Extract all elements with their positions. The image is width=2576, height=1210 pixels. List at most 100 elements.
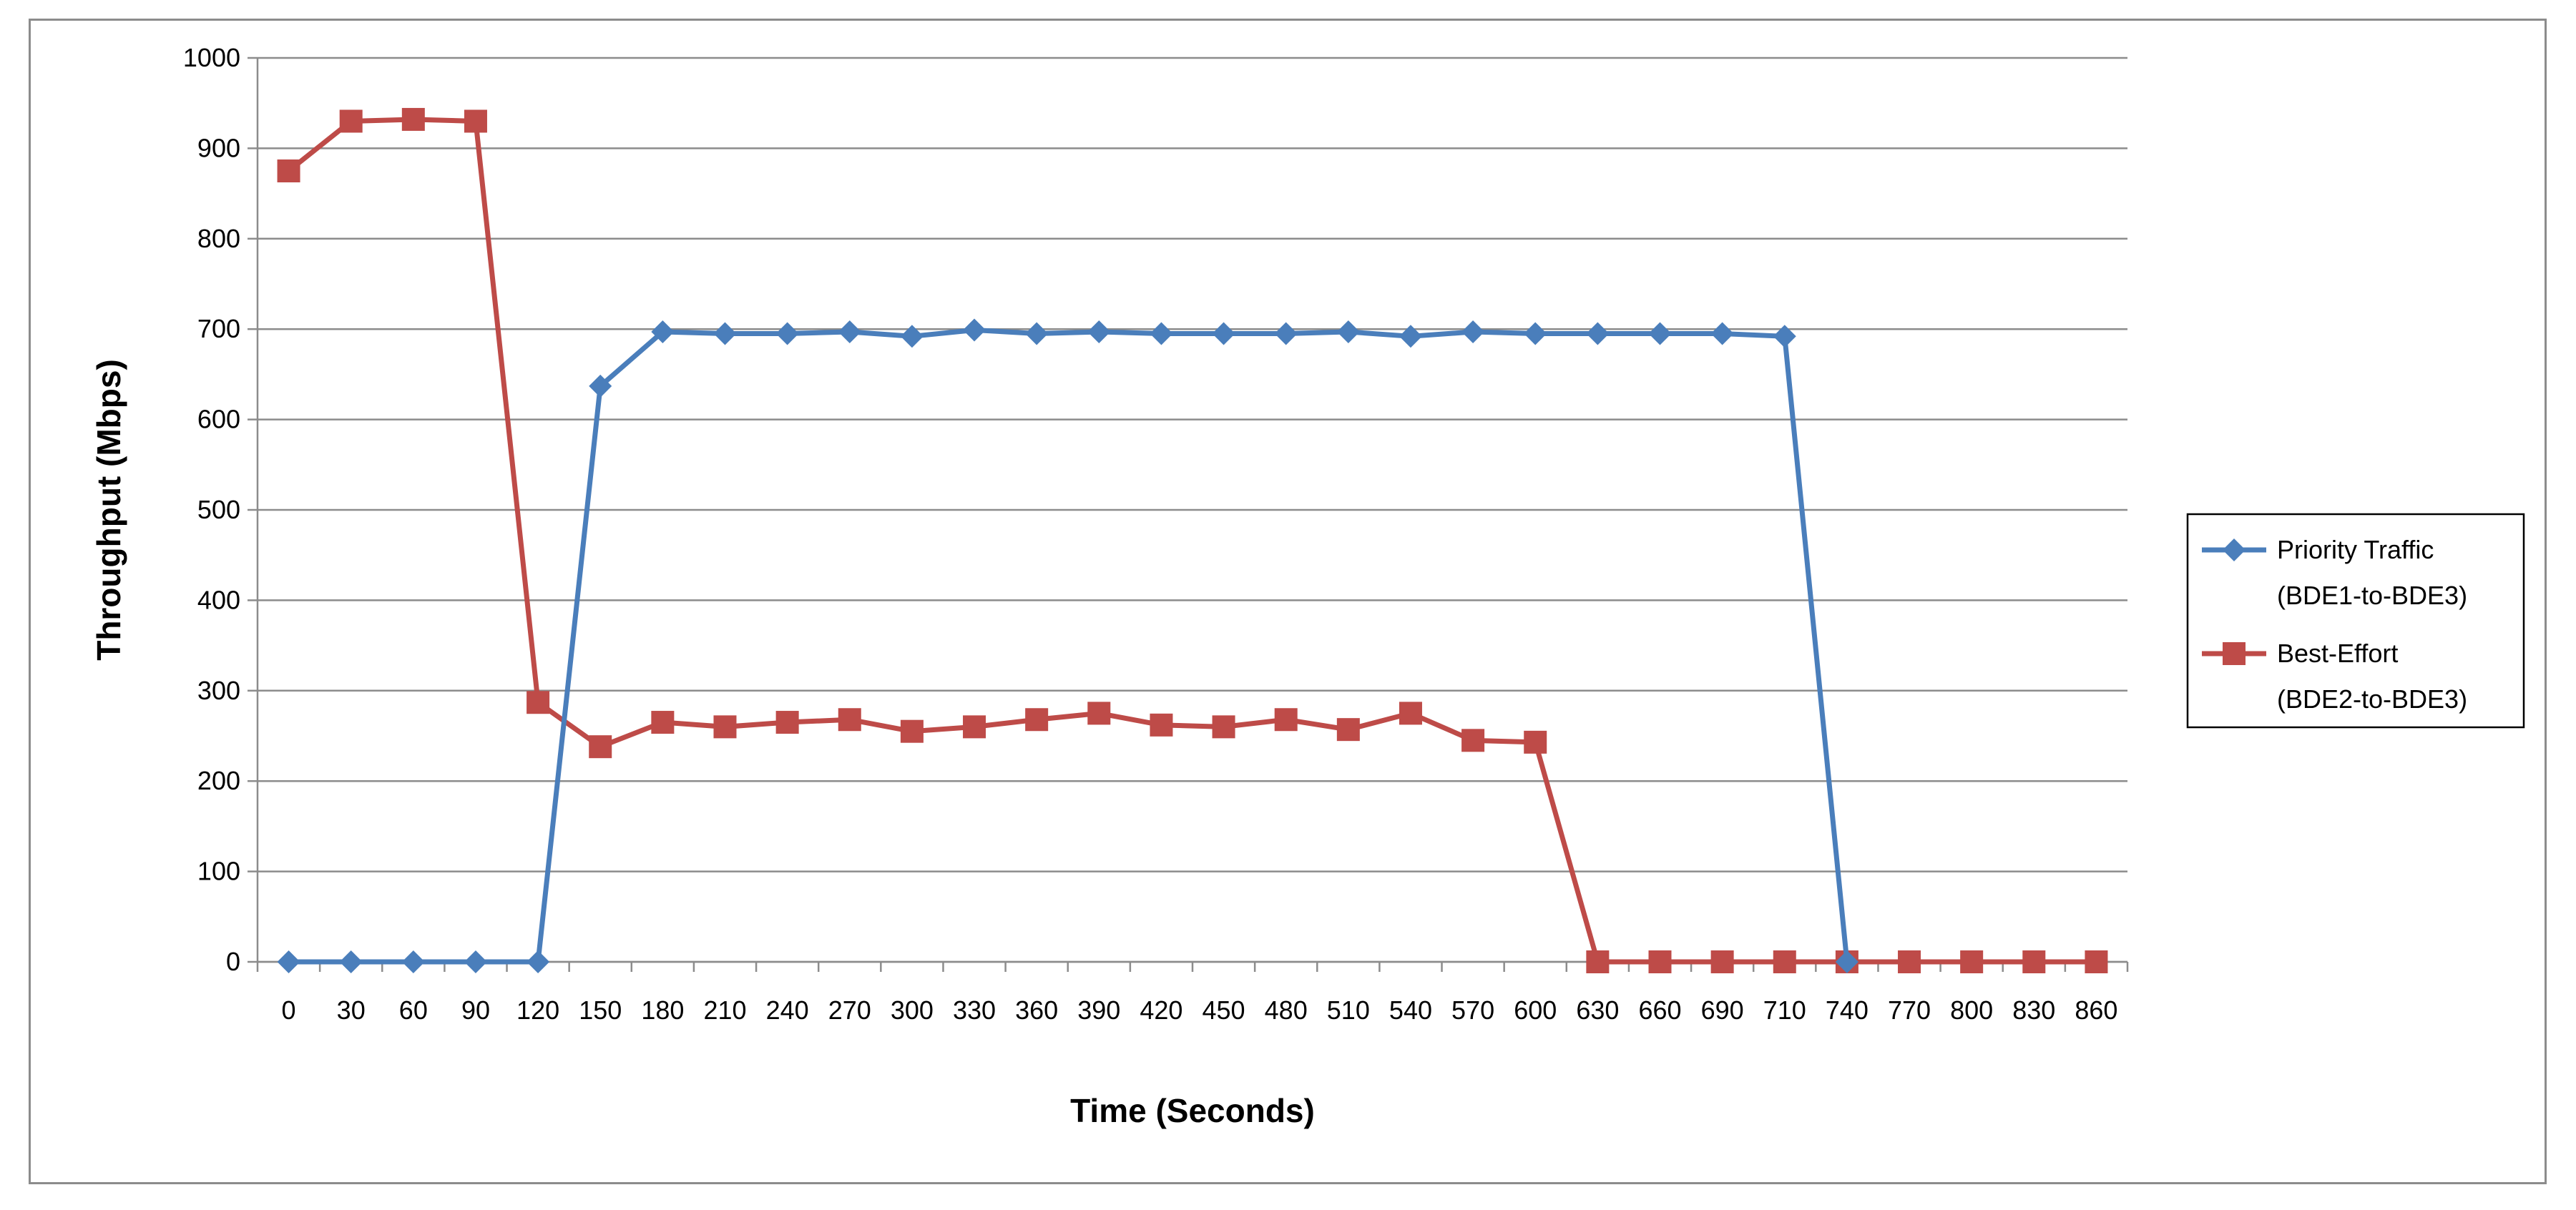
- data-point: [900, 325, 924, 348]
- data-point: [963, 715, 986, 739]
- legend: Priority Traffic (BDE1-to-BDE3) Best-Effor…: [2186, 513, 2525, 729]
- data-point: [775, 711, 799, 734]
- x-tick-label: 60: [399, 995, 428, 1025]
- data-point: [1586, 950, 1610, 973]
- data-point: [401, 950, 425, 973]
- x-tick-label: 690: [1701, 995, 1744, 1025]
- legend-label: Priority Traffic: [2277, 535, 2434, 564]
- x-tick-label: 800: [1950, 995, 1993, 1025]
- x-tick-label: 360: [1015, 995, 1058, 1025]
- y-ticks: 0 100 200 300 400 500 600 700 800 900 1000: [183, 43, 258, 976]
- y-tick-label: 100: [197, 857, 240, 886]
- x-axis-title: Time (Seconds): [1070, 1092, 1315, 1129]
- y-tick-label: 200: [197, 766, 240, 795]
- gridlines: [258, 56, 2127, 963]
- data-point: [838, 320, 861, 343]
- x-tick-label: 300: [891, 995, 934, 1025]
- data-point: [339, 109, 363, 133]
- data-point: [651, 711, 675, 734]
- y-tick-label: 400: [197, 585, 240, 614]
- x-tick-label: 120: [516, 995, 559, 1025]
- y-tick-label: 0: [226, 947, 240, 976]
- x-tick-label: 480: [1265, 995, 1308, 1025]
- x-tick-label: 540: [1389, 995, 1432, 1025]
- data-point: [339, 950, 363, 973]
- x-tick-label: 510: [1327, 995, 1370, 1025]
- y-tick-label: 600: [197, 405, 240, 434]
- x-tick-label: 770: [1888, 995, 1931, 1025]
- data-point: [1898, 950, 1921, 973]
- x-tick-label: 570: [1451, 995, 1494, 1025]
- series-line: [288, 327, 1850, 965]
- x-tick-label: 740: [1826, 995, 1869, 1025]
- data-point: [1212, 322, 1235, 345]
- x-tick-label: 660: [1638, 995, 1681, 1025]
- data-point: [1960, 950, 1984, 973]
- data-point: [963, 318, 986, 342]
- data-point: [527, 691, 550, 714]
- x-tick-label: 450: [1203, 995, 1245, 1025]
- data-point: [1087, 320, 1111, 343]
- data-point: [277, 159, 300, 182]
- data-point: [1773, 950, 1796, 973]
- data-point: [1336, 718, 1360, 742]
- x-tick-label: 600: [1514, 995, 1557, 1025]
- legend-swatch-marker: [2223, 538, 2246, 561]
- data-point: [1150, 713, 1173, 737]
- x-tick-label: 210: [703, 995, 746, 1025]
- data-point: [775, 322, 799, 345]
- y-axis-title: Throughput (Mbps): [90, 359, 127, 661]
- data-point: [1399, 702, 1422, 725]
- data-point: [1710, 950, 1734, 973]
- data-point: [1773, 325, 1796, 348]
- data-point: [713, 715, 737, 739]
- y-tick-label: 500: [197, 495, 240, 524]
- data-point: [838, 708, 861, 732]
- data-point: [277, 950, 300, 973]
- x-ticks: 0 30 60 90 120 150 180 210 240 270 300 330 360 390 420…: [256, 962, 2129, 1025]
- x-tick-label: 330: [953, 995, 996, 1025]
- data-point: [1524, 322, 1547, 345]
- data-point: [1710, 322, 1734, 345]
- data-point: [1150, 322, 1173, 345]
- series-line: [287, 117, 2097, 965]
- data-point: [2085, 950, 2108, 973]
- data-point: [651, 320, 675, 343]
- series-priority-traffic: [277, 318, 1858, 973]
- legend-label: (BDE2-to-BDE3): [2277, 684, 2467, 714]
- y-tick-label: 700: [197, 314, 240, 343]
- y-tick-label: 800: [197, 224, 240, 253]
- x-tick-label: 710: [1763, 995, 1806, 1025]
- legend-label: Best-Effort: [2277, 639, 2398, 668]
- data-point: [1461, 320, 1485, 343]
- x-tick-label: 830: [2012, 995, 2055, 1025]
- data-point: [1835, 950, 1858, 973]
- data-point: [713, 322, 737, 345]
- data-point: [527, 950, 550, 973]
- data-point: [1025, 322, 1049, 345]
- data-point: [1274, 322, 1298, 345]
- data-point: [1524, 730, 1547, 754]
- data-point: [464, 950, 487, 973]
- x-tick-label: 0: [282, 995, 296, 1025]
- line-chart: 0 100 200 300 400 500 600 700 800 900 1000 0 30 60 90 1…: [90, 43, 2525, 1129]
- data-point: [900, 719, 924, 743]
- data-point: [1087, 702, 1111, 725]
- data-point: [464, 109, 487, 133]
- data-point: [589, 735, 612, 759]
- chart-area: 0 100 200 300 400 500 600 700 800 900 1000 0 30 60 90 1…: [29, 19, 2547, 1184]
- legend-label: (BDE1-to-BDE3): [2277, 581, 2467, 610]
- y-tick-label: 1000: [183, 43, 240, 72]
- data-point: [1586, 322, 1610, 345]
- y-tick-label: 900: [197, 133, 240, 162]
- x-tick-label: 90: [461, 995, 490, 1025]
- data-point: [589, 374, 612, 398]
- x-tick-label: 30: [337, 995, 366, 1025]
- x-tick-label: 630: [1576, 995, 1619, 1025]
- x-tick-label: 860: [2075, 995, 2117, 1025]
- data-point: [401, 107, 425, 131]
- data-point: [1274, 708, 1298, 732]
- data-point: [1336, 320, 1360, 343]
- data-point: [1399, 325, 1422, 348]
- data-point: [1212, 715, 1235, 739]
